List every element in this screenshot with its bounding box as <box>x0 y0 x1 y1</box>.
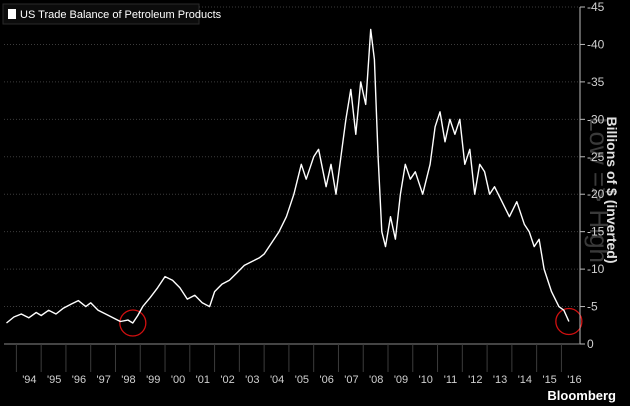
y-tick-label: -20 <box>587 187 605 201</box>
x-tick-label: '98 <box>121 374 135 386</box>
legend-background <box>2 3 200 25</box>
x-tick-label: '11 <box>444 374 458 386</box>
x-tick-label: '99 <box>146 374 160 386</box>
y-tick-label: -5 <box>587 300 598 314</box>
y-axis-label: Billions of $ (inverted) <box>604 116 620 263</box>
x-tick-label: '06 <box>320 374 334 386</box>
y-tick-label: -15 <box>587 225 605 239</box>
y-tick-label: -40 <box>587 37 605 51</box>
annotations <box>119 307 583 337</box>
x-tick-label: '15 <box>542 374 556 386</box>
y-tick-label: 0 <box>587 337 594 351</box>
x-tick-label: '07 <box>344 374 358 386</box>
y-tick-label: -30 <box>587 112 605 126</box>
x-tick-label: '09 <box>394 374 408 386</box>
x-tick-label: '05 <box>295 374 309 386</box>
x-tick-label: '14 <box>518 374 532 386</box>
x-tick-label: '97 <box>97 374 111 386</box>
legend-label: US Trade Balance of Petroleum Products <box>20 9 222 21</box>
source-logo: Bloomberg <box>547 388 616 403</box>
y-tick-label: -10 <box>587 262 605 276</box>
x-axis: '94 '95 '96 '97 '98 '99 '00 '01 '02 '03 '04 '05 '06 '… <box>4 343 582 386</box>
watermark-label: Low => High <box>584 117 614 263</box>
x-tick-label: '08 <box>369 374 383 386</box>
x-tick-label: '04 <box>270 374 284 386</box>
x-tick-label: '02 <box>220 374 234 386</box>
y-tick-label: -25 <box>587 150 605 164</box>
x-tick-label: '01 <box>196 374 210 386</box>
x-tick-label: '94 <box>22 374 36 386</box>
legend: US Trade Balance of Petroleum Products <box>2 3 222 25</box>
y-tick-label: -45 <box>587 0 605 14</box>
legend-swatch <box>8 9 16 19</box>
series-layer <box>6 28 570 324</box>
y-tick-label: -35 <box>587 75 605 89</box>
y-axis: -45 -40 -35 -30 -25 -20 -15 -10 -5 0 <box>579 0 605 351</box>
annotation-circle <box>555 307 583 336</box>
annotation-circle <box>119 309 147 337</box>
x-tick-label: '03 <box>245 374 259 386</box>
x-tick-label: '16 <box>567 374 581 386</box>
series-line <box>6 28 570 324</box>
x-tick-label: '96 <box>72 374 86 386</box>
x-tick-label: '10 <box>419 374 433 386</box>
x-tick-label: '13 <box>493 374 507 386</box>
x-tick-label: '12 <box>468 374 482 386</box>
x-tick-label: '00 <box>171 374 185 386</box>
x-tick-label: '95 <box>47 374 61 386</box>
